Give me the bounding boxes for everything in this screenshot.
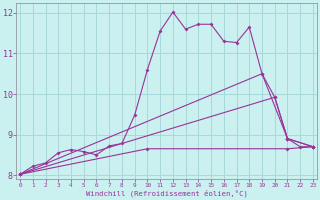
X-axis label: Windchill (Refroidissement éolien,°C): Windchill (Refroidissement éolien,°C) (85, 190, 247, 197)
